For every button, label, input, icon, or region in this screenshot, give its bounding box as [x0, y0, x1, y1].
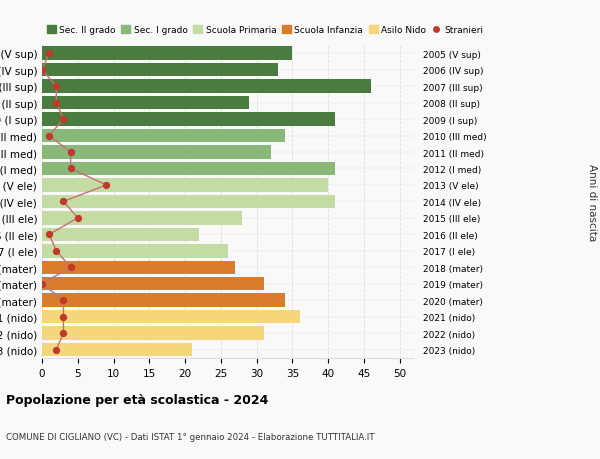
- Point: [59, 198, 68, 206]
- Text: Anni di nascita: Anni di nascita: [587, 163, 597, 241]
- Bar: [42, 327, 264, 340]
- Point: [52, 83, 61, 90]
- Point: [37, 67, 47, 74]
- Point: [52, 247, 61, 255]
- Point: [44, 133, 54, 140]
- Text: Popolazione per età scolastica - 2024: Popolazione per età scolastica - 2024: [6, 393, 268, 406]
- Bar: [42, 261, 235, 274]
- Point: [59, 330, 68, 337]
- Point: [66, 165, 76, 173]
- Point: [52, 346, 61, 353]
- Point: [59, 297, 68, 304]
- Text: COMUNE DI CIGLIANO (VC) - Dati ISTAT 1° gennaio 2024 - Elaborazione TUTTITALIA.I: COMUNE DI CIGLIANO (VC) - Dati ISTAT 1° …: [6, 431, 374, 441]
- Bar: [42, 80, 371, 94]
- Bar: [42, 310, 299, 324]
- Bar: [42, 47, 292, 61]
- Bar: [42, 113, 335, 127]
- Bar: [42, 277, 264, 291]
- Bar: [42, 64, 278, 77]
- Point: [59, 116, 68, 123]
- Point: [44, 50, 54, 58]
- Bar: [42, 97, 250, 110]
- Point: [66, 264, 76, 271]
- Point: [73, 215, 83, 222]
- Bar: [42, 146, 271, 159]
- Bar: [42, 162, 335, 176]
- Bar: [42, 129, 285, 143]
- Point: [66, 149, 76, 157]
- Bar: [42, 195, 335, 209]
- Bar: [42, 343, 192, 357]
- Point: [59, 313, 68, 321]
- Point: [101, 182, 111, 189]
- Point: [37, 280, 47, 288]
- Legend: Sec. II grado, Sec. I grado, Scuola Primaria, Scuola Infanzia, Asilo Nido, Stran: Sec. II grado, Sec. I grado, Scuola Prim…: [47, 26, 484, 35]
- Bar: [42, 294, 285, 307]
- Bar: [42, 228, 199, 241]
- Point: [52, 100, 61, 107]
- Bar: [42, 212, 242, 225]
- Point: [44, 231, 54, 239]
- Bar: [42, 179, 328, 192]
- Bar: [42, 245, 228, 258]
